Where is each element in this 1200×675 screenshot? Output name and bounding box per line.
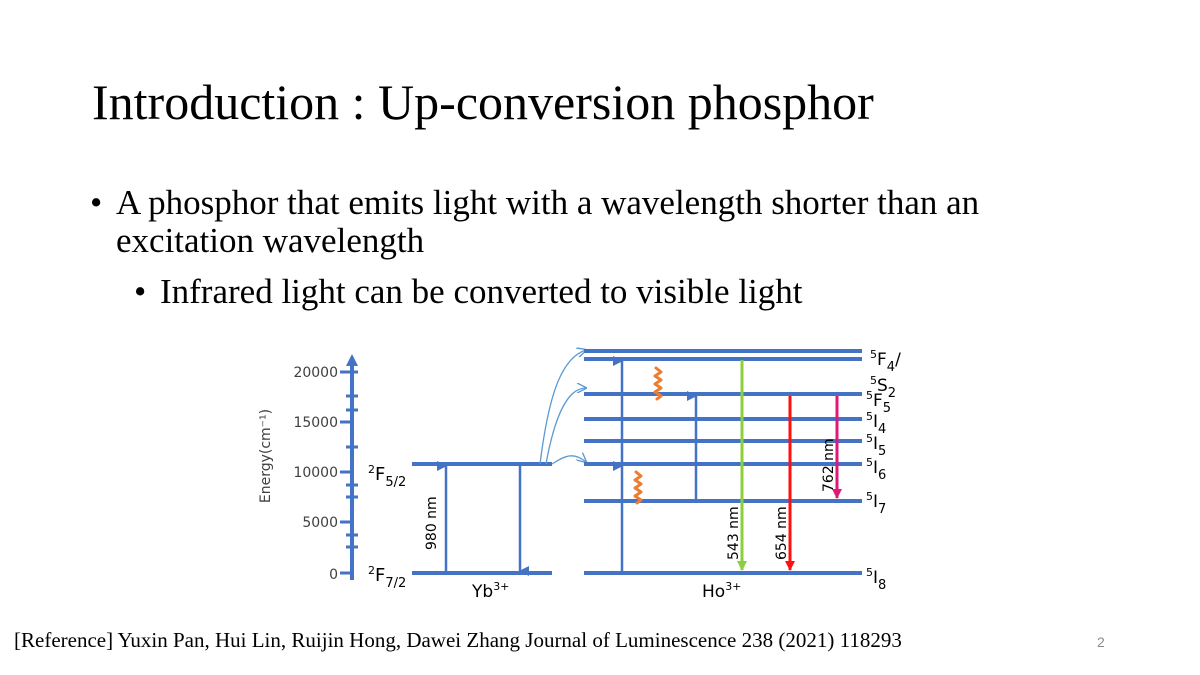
- ho-term-5i6: 5I6: [866, 456, 886, 483]
- ho-term-5s2: 5S2: [870, 374, 896, 401]
- energy-axis-label: Energy(cm⁻¹): [258, 409, 274, 503]
- bullet-sub-text: Infrared light can be converted to visib…: [160, 272, 803, 311]
- yb-ion-label: Yb3+: [471, 580, 509, 602]
- axis-tick-label: 15000: [293, 415, 338, 431]
- ho-ion-label: Ho3+: [702, 580, 741, 602]
- bullet-marker: •: [134, 272, 147, 311]
- ho-term-5f4: 5F4/: [870, 348, 901, 375]
- yb-ground-term: 2F7/2: [368, 564, 406, 591]
- axis-tick-label: 10000: [293, 465, 338, 481]
- bullet-sub: • Infrared light can be converted to vis…: [134, 272, 1034, 312]
- ho-term-5i7: 5I7: [866, 490, 886, 517]
- axis-tick-label: 20000: [293, 365, 338, 381]
- bullet-marker: •: [90, 183, 103, 222]
- yb-ion-levels: 980 nm 2F7/2 2F5/2 Yb3+: [368, 461, 552, 602]
- emission-label-543nm: 543 nm: [726, 506, 742, 560]
- energy-transfer-arrows: [539, 350, 586, 465]
- energy-level-diagram: 0 5000 10000 15000 20000 Energy(cm⁻¹) 98…: [258, 340, 901, 602]
- nonradiative-relaxation-icon: [653, 366, 663, 401]
- transfer-arrow-to-i6: [551, 456, 586, 465]
- slide-page-number: 2: [1097, 634, 1105, 650]
- yb-excited-term: 2F5/2: [368, 463, 406, 490]
- transfer-arrow-to-f5: [545, 388, 586, 465]
- ho-term-5i4: 5I4: [866, 410, 886, 437]
- nonradiative-relaxation-icon: [633, 470, 643, 505]
- transfer-arrow-to-f4: [539, 350, 586, 465]
- axis-tick-label: 0: [329, 567, 338, 583]
- ho-term-5i8: 5I8: [866, 566, 886, 593]
- bullet-main: • A phosphor that emits light with a wav…: [90, 184, 1100, 260]
- reference-citation: [Reference] Yuxin Pan, Hui Lin, Ruijin H…: [14, 628, 902, 652]
- emission-label-654nm: 654 nm: [774, 506, 790, 560]
- axis-tick-label: 5000: [302, 515, 338, 531]
- slide-title: Introduction : Up-conversion phosphor: [92, 74, 874, 130]
- ho-term-5i5: 5I5: [866, 432, 886, 459]
- energy-axis: 0 5000 10000 15000 20000 Energy(cm⁻¹): [258, 354, 358, 583]
- emission-label-762nm: 762 nm: [821, 438, 837, 492]
- ho-ion-levels: 543 nm 654 nm 762 nm Ho3+ 5I8 5I7 5I6 5I…: [584, 348, 901, 602]
- bullet-main-text: A phosphor that emits light with a wavel…: [116, 183, 980, 260]
- ho-term-5f5: 5F5: [866, 389, 891, 416]
- excitation-wavelength-label: 980 nm: [424, 496, 440, 550]
